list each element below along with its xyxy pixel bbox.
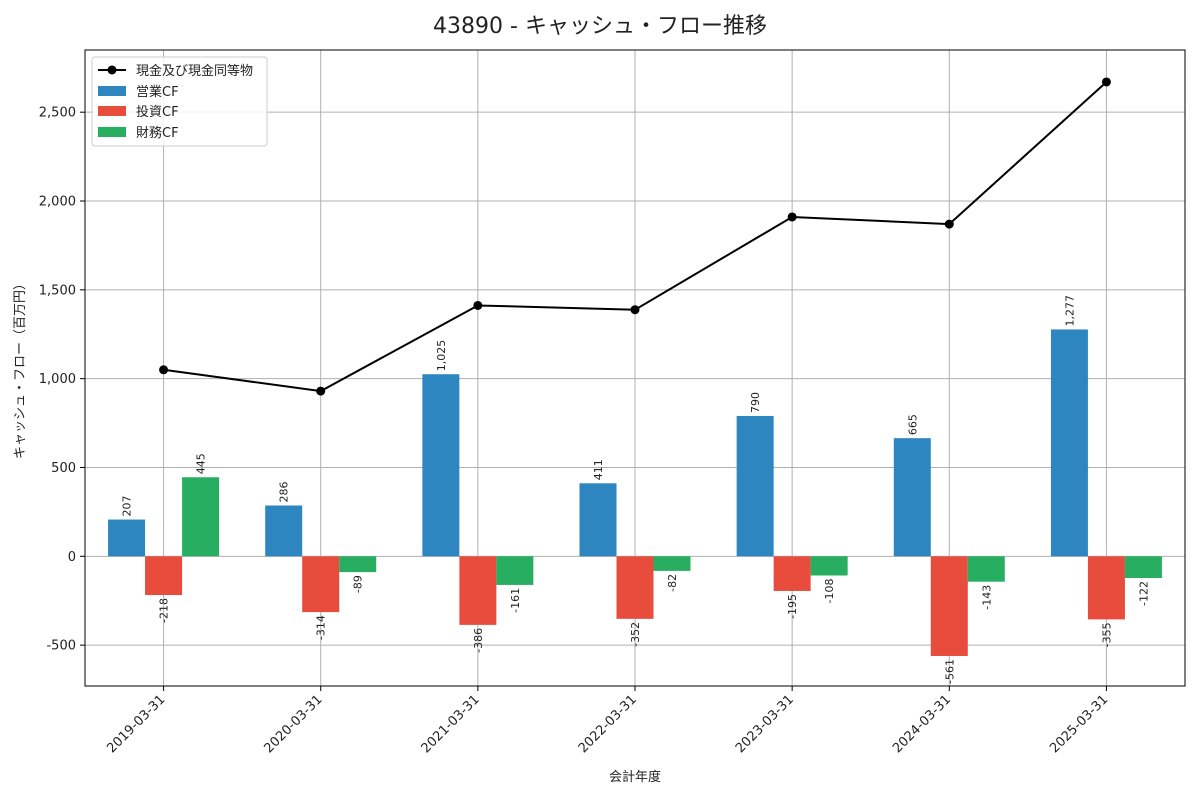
bar-operating (1050, 329, 1088, 557)
cash-point (473, 300, 483, 310)
bar-operating (265, 505, 303, 557)
cash-point (787, 212, 797, 222)
x-tick-label: 2019-03-31 (104, 692, 168, 756)
bar-value-label: 1,277 (1063, 295, 1076, 327)
legend-line-marker (107, 65, 117, 75)
y-tick-label: 2,000 (39, 195, 76, 210)
y-tick-label: 500 (51, 461, 76, 476)
cash-point (630, 305, 640, 315)
bar-operating (736, 415, 774, 557)
bar-value-label: -355 (1100, 622, 1113, 647)
cash-point (1101, 77, 1111, 87)
bar-investing (930, 556, 968, 656)
bar-financing (182, 477, 220, 557)
bar-value-label: 207 (121, 496, 134, 517)
bar-financing (496, 556, 534, 585)
legend-label: 営業CF (136, 84, 179, 100)
legend-label: 財務CF (136, 126, 179, 141)
bar-value-label: -161 (509, 588, 522, 613)
cash-point (316, 386, 326, 396)
bar-value-label: -82 (666, 574, 679, 592)
bar-financing (1124, 556, 1162, 578)
bar-value-label: 286 (278, 482, 291, 503)
y-tick-label: -500 (46, 639, 76, 654)
bar-operating (579, 483, 617, 557)
x-tick-label: 2023-03-31 (733, 692, 797, 756)
y-tick-label: 1,000 (39, 372, 76, 387)
bar-financing (339, 556, 377, 573)
bar-value-label: -143 (980, 585, 993, 610)
legend-box (91, 56, 268, 147)
x-tick-label: 2020-03-31 (262, 692, 326, 756)
labels-layer: 207 286 1,025 411 790 665 1,277 -218 -314 -386 -35… (121, 295, 1151, 684)
chart-title: 43890 - キャッシュ・フロー推移 (433, 14, 767, 39)
bar-value-label: -352 (629, 622, 642, 647)
bar-value-label: -108 (823, 578, 836, 603)
bar-investing (1087, 556, 1125, 620)
bar-investing (459, 556, 497, 625)
bar-operating (893, 438, 931, 557)
bar-value-label: 790 (749, 392, 762, 413)
y-tick-label: 2,500 (39, 106, 76, 121)
bar-operating (422, 374, 460, 557)
legend-label: 投資CF (136, 104, 179, 120)
bar-value-label: -195 (786, 594, 799, 619)
bar-value-label: -122 (1137, 581, 1150, 606)
bar-value-label: -89 (352, 575, 365, 593)
line-layer (159, 77, 1111, 396)
bar-financing (810, 556, 848, 576)
bar-investing (773, 556, 811, 591)
bar-investing (302, 556, 340, 613)
bar-investing (616, 556, 654, 619)
legend-swatch (98, 106, 126, 116)
x-tick-label: 2024-03-31 (890, 692, 954, 756)
bar-financing (967, 556, 1005, 582)
y-tick-label: 1,500 (39, 283, 76, 298)
bar-value-label: 665 (906, 414, 919, 435)
bar-value-label: -314 (315, 615, 328, 640)
bar-value-label: -561 (943, 659, 956, 684)
bar-financing (653, 556, 691, 571)
y-axis-label: キャッシュ・フロー（百万円） (13, 277, 28, 459)
x-axis-label: 会計年度 (609, 769, 661, 785)
x-tick-label: 2021-03-31 (419, 692, 483, 756)
cash-point (944, 219, 954, 229)
bar-value-label: 411 (592, 459, 605, 480)
bar-operating (108, 519, 146, 557)
bar-value-label: -218 (158, 598, 171, 623)
y-tick-label: 0 (68, 550, 76, 565)
bars-layer (108, 329, 1162, 656)
cash-point (159, 365, 169, 375)
bar-value-label: 445 (195, 453, 208, 474)
x-tick-label: 2025-03-31 (1047, 692, 1111, 756)
legend-swatch (98, 127, 126, 137)
axes-layer: -500 0 500 1,000 1,500 2,000 2,500 2019-03-31 20… (39, 106, 1111, 757)
bar-value-label: 1,025 (435, 340, 448, 372)
bar-value-label: -386 (472, 628, 485, 653)
legend-swatch (98, 86, 126, 96)
legend-label: 現金及び現金同等物 (136, 63, 253, 79)
x-tick-label: 2022-03-31 (576, 692, 640, 756)
bar-investing (145, 556, 183, 596)
